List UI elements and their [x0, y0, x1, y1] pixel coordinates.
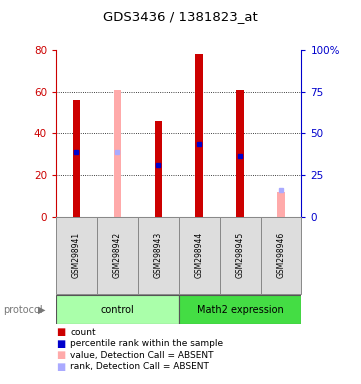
- Text: count: count: [70, 328, 96, 337]
- Text: ■: ■: [56, 339, 65, 349]
- Bar: [236, 89, 244, 217]
- Bar: [261, 217, 301, 294]
- Bar: [114, 89, 121, 217]
- Text: protocol: protocol: [4, 305, 43, 314]
- Text: Math2 expression: Math2 expression: [197, 305, 283, 314]
- Text: GDS3436 / 1381823_at: GDS3436 / 1381823_at: [103, 10, 258, 23]
- Text: ■: ■: [56, 362, 65, 372]
- Text: ■: ■: [56, 327, 65, 337]
- Bar: [155, 121, 162, 217]
- Text: GSM298941: GSM298941: [72, 232, 81, 278]
- Text: GSM298944: GSM298944: [195, 232, 204, 278]
- Text: GSM298942: GSM298942: [113, 232, 122, 278]
- Bar: [56, 217, 97, 294]
- Bar: [138, 217, 179, 294]
- Bar: [73, 100, 80, 217]
- Bar: [179, 295, 301, 324]
- Bar: [179, 217, 219, 294]
- Text: GSM298945: GSM298945: [236, 232, 244, 278]
- Text: GSM298943: GSM298943: [154, 232, 163, 278]
- Text: rank, Detection Call = ABSENT: rank, Detection Call = ABSENT: [70, 362, 209, 371]
- Bar: [97, 217, 138, 294]
- Bar: [277, 192, 285, 217]
- Bar: [219, 217, 261, 294]
- Bar: [195, 54, 203, 217]
- Bar: [56, 295, 179, 324]
- Text: ▶: ▶: [38, 305, 45, 314]
- Text: GSM298946: GSM298946: [277, 232, 286, 278]
- Text: control: control: [100, 305, 134, 314]
- Text: percentile rank within the sample: percentile rank within the sample: [70, 339, 223, 348]
- Text: ■: ■: [56, 350, 65, 360]
- Text: value, Detection Call = ABSENT: value, Detection Call = ABSENT: [70, 351, 214, 360]
